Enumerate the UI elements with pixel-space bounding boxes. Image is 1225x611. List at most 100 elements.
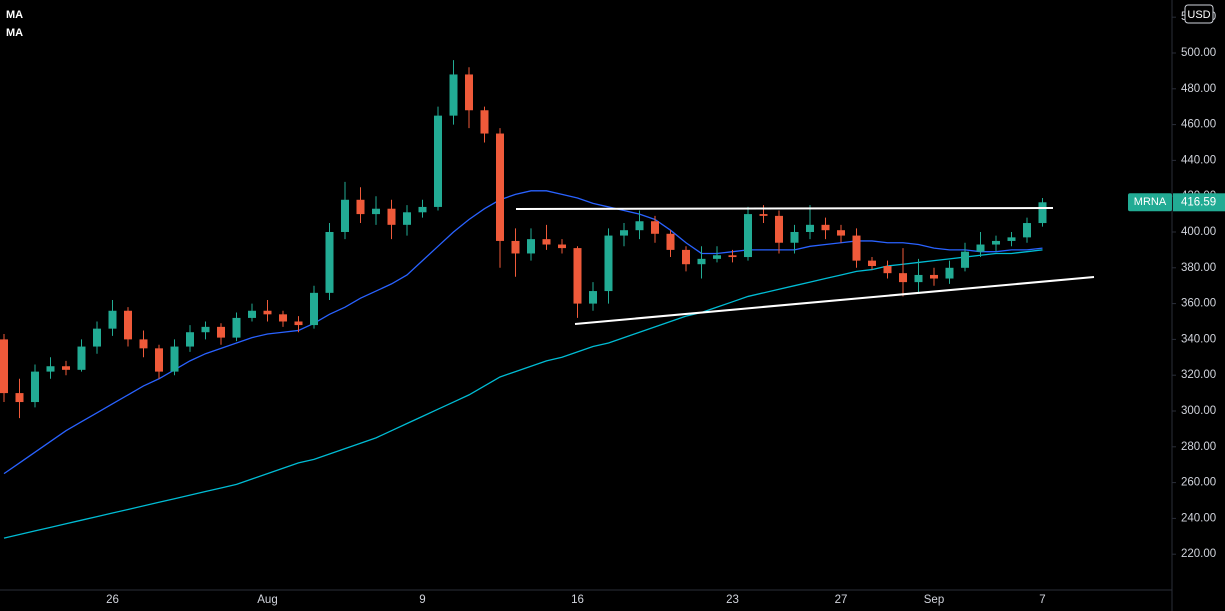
trendline [574, 276, 1095, 325]
candle-body [124, 310, 132, 340]
y-tick-label: 500.00 [1181, 47, 1216, 59]
candle-body [899, 273, 907, 283]
currency-label[interactable]: USD [1187, 9, 1210, 21]
candle-body [310, 292, 318, 326]
price-tag: MRNA 416.59 [1128, 193, 1225, 212]
candle-body [713, 255, 721, 259]
x-tick-label: 27 [835, 594, 848, 606]
candle-body [1007, 237, 1016, 241]
last-price: 416.59 [1181, 196, 1216, 208]
candle-body [170, 346, 179, 372]
y-tick-label: 460.00 [1181, 119, 1216, 131]
candle-body [0, 339, 8, 394]
candle-body [961, 251, 969, 268]
y-tick-label: 300.00 [1181, 405, 1216, 417]
x-tick-label: 23 [726, 594, 739, 606]
ma-label: MA [6, 9, 23, 21]
candle-body [1023, 223, 1031, 238]
candle-body [992, 240, 1000, 245]
candle-body [1038, 202, 1047, 224]
candle-body [806, 224, 814, 232]
candle-body [325, 231, 334, 293]
trendline [515, 207, 1054, 210]
candle-body [651, 221, 659, 234]
candle-body [108, 310, 117, 329]
candle-body [573, 248, 582, 304]
candle-body [217, 326, 225, 338]
y-tick-label: 360.00 [1181, 298, 1216, 310]
candle-body [589, 291, 597, 304]
candle-body [403, 212, 411, 225]
candle-body [620, 230, 628, 236]
candle-body [465, 74, 473, 111]
ma-label: MA [6, 27, 23, 39]
y-tick-label: 380.00 [1181, 262, 1216, 274]
y-tick-label: 340.00 [1181, 333, 1216, 345]
candle-body [542, 239, 551, 245]
candle-body [62, 366, 70, 370]
candle-body [279, 314, 287, 322]
candle-body [186, 332, 194, 347]
candle-body [775, 215, 783, 243]
candle-body [883, 266, 892, 274]
candle-body [31, 371, 39, 403]
candle-body [155, 348, 163, 372]
x-tick-label: 26 [106, 594, 119, 606]
ticks: 220.00 240.00 260.00 280.00 300.00 320.00 340.… [106, 11, 1216, 606]
candle-body [558, 244, 566, 249]
candle-body [914, 274, 923, 283]
candle-body [635, 221, 644, 231]
candle-body [728, 255, 737, 258]
candle-body [868, 260, 876, 267]
candle-body [821, 224, 830, 231]
candle-body [263, 310, 272, 315]
candle-body [682, 249, 690, 265]
candle-body [77, 346, 86, 370]
candle-body [201, 326, 210, 333]
candle-body [852, 235, 861, 261]
candle-body [697, 258, 706, 265]
x-tick-label: 7 [1039, 594, 1045, 606]
candle-body [976, 244, 985, 252]
candle-body [945, 267, 954, 279]
price-tag-box [1173, 193, 1225, 212]
candle-body [232, 317, 241, 338]
candle-body [496, 133, 504, 241]
ticker-label: MRNA [1134, 196, 1167, 208]
y-tick-label: 240.00 [1181, 512, 1216, 524]
y-tick-label: 280.00 [1181, 441, 1216, 453]
candle-body [387, 208, 396, 225]
candle-body [511, 240, 520, 254]
ma-line [3, 249, 1043, 539]
x-tick-label: 16 [571, 594, 584, 606]
currency-button[interactable] [1184, 4, 1214, 24]
candle-body [341, 199, 349, 232]
y-tick-label: 260.00 [1181, 477, 1216, 489]
candle-body [248, 310, 256, 318]
y-tick-label: 220.00 [1181, 548, 1216, 560]
candle-body [294, 321, 303, 326]
y-tick-label: 440.00 [1181, 154, 1216, 166]
candle-body [372, 208, 380, 215]
candle-body [480, 110, 489, 134]
x-tick-label: Aug [257, 594, 277, 606]
candle-body [604, 235, 613, 292]
candle-body [356, 199, 365, 215]
candle-body [93, 328, 101, 347]
x-tick-label: Sep [924, 594, 944, 606]
y-tick-label: 480.00 [1181, 83, 1216, 95]
candle-body [527, 239, 535, 254]
candle-body [139, 339, 148, 349]
candle-body [46, 366, 55, 372]
x-tick-label: 9 [419, 594, 425, 606]
candle-body [418, 206, 427, 213]
candle-body [449, 74, 458, 116]
candle-body [759, 214, 768, 216]
candle-body [666, 233, 675, 250]
candle-body [837, 230, 845, 236]
candles [0, 60, 1047, 419]
ticker-tag [1128, 193, 1172, 212]
